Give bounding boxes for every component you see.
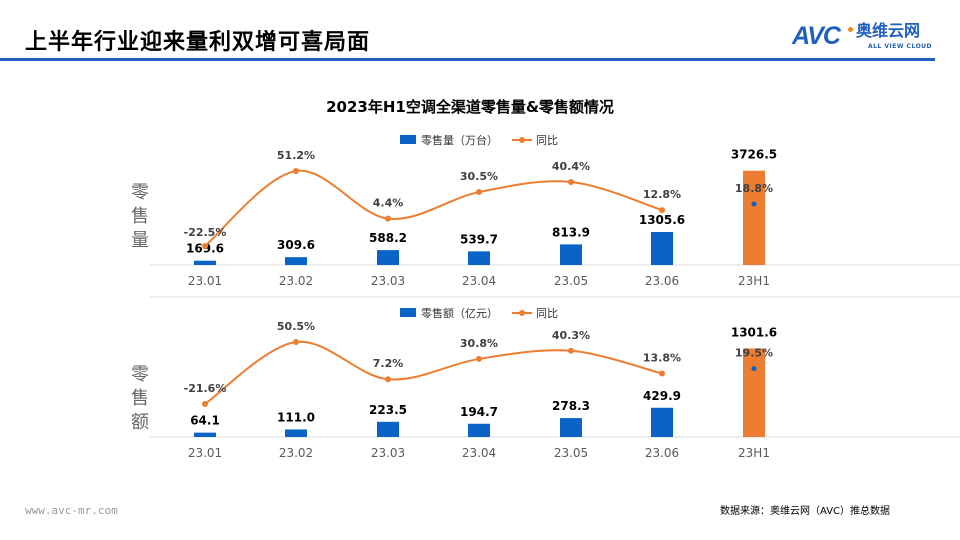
yoy-label: 7.2% [373,357,404,370]
yoy-point-23H1 [751,201,757,207]
bar-23.01 [194,432,216,437]
bar-23.06 [651,231,673,265]
yoy-label: 40.4% [552,160,590,173]
yoy-label: 30.8% [460,337,498,350]
yoy-point-23.06 [659,207,665,214]
y-axis-label: 售 [131,206,149,227]
bar-23.03 [377,250,399,265]
x-tick-label: 23.05 [554,446,588,460]
bar-23H1 [743,348,765,437]
yoy-line [204,340,663,405]
bar-23.02 [285,257,307,265]
x-tick-label: 23H1 [738,446,770,460]
yoy-label: 4.4% [373,197,404,210]
data-source: 数据来源：奥维云网（AVC）推总数据 [720,506,891,517]
bar-value-label: 588.2 [369,231,407,245]
yoy-point-23.04 [476,355,482,362]
x-tick-label: 23.04 [462,274,496,288]
yoy-point-23.01 [202,243,208,249]
logo-mark: AVC [792,22,841,50]
bar-value-label: 1305.6 [639,213,685,227]
yoy-label: -22.5% [184,226,227,239]
x-tick-label: 23.02 [279,274,313,288]
bar-value-label: 278.3 [552,399,590,413]
x-tick-label: 23.06 [645,274,679,288]
bar-value-label: 64.1 [190,414,220,428]
legend-bar-label: 零售额（亿元） [421,306,498,320]
yoy-label: 13.8% [643,352,681,365]
header-divider [0,58,935,61]
legend-line-marker [519,310,525,316]
x-tick-label: 23.01 [188,446,222,460]
footer-url[interactable]: www.avc-mr.com [25,504,118,517]
yoy-point-23.02 [293,338,299,345]
y-axis-label: 量 [131,230,149,251]
legend-line-marker [519,137,525,143]
yoy-point-23H1 [751,366,757,372]
bar-value-label: 309.6 [277,238,315,252]
yoy-label: 30.5% [460,170,498,183]
x-tick-label: 23.04 [462,446,496,460]
yoy-label: 51.2% [277,149,315,162]
yoy-point-23.01 [202,401,208,407]
x-tick-label: 23.03 [371,446,405,460]
bar-23.05 [560,244,582,265]
yoy-label: 50.5% [277,320,315,333]
bar-23H1 [743,170,765,265]
legend-bar-label: 零售量（万台） [421,133,498,147]
page-title: 上半年行业迎来量利双增可喜局面 [25,30,371,55]
chart-title: 2023年H1空调全渠道零售量&零售额情况 [326,98,614,116]
bar-value-label: 223.5 [369,403,407,417]
yoy-point-23.06 [659,370,665,377]
bar-23.04 [468,423,490,437]
x-tick-label: 23.05 [554,274,588,288]
yoy-point-23.05 [568,178,574,185]
bar-23.03 [377,421,399,437]
x-tick-label: 23.01 [188,274,222,288]
bar-23.05 [560,418,582,437]
yoy-label: 18.8% [735,182,773,195]
bar-23.06 [651,407,673,437]
yoy-point-23.03 [385,376,391,383]
legend-bar-swatch [400,135,416,144]
yoy-line [204,169,663,247]
bar-value-label: 539.7 [460,232,498,246]
x-tick-label: 23H1 [738,274,770,288]
yoy-point-23.03 [385,215,391,222]
yoy-point-23.02 [293,167,299,174]
bar-value-label: 813.9 [552,225,590,239]
logo-en: ALL VIEW CLOUD [868,43,933,50]
legend-line-label: 同比 [536,134,558,147]
x-tick-label: 23.02 [279,446,313,460]
y-axis-label: 额 [131,412,149,433]
bar-23.02 [285,429,307,437]
bar-value-label: 194.7 [460,405,498,419]
y-axis-label: 零 [131,182,149,203]
yoy-point-23.04 [476,189,482,196]
bar-value-label: 1301.6 [731,325,777,339]
yoy-label: 12.8% [643,188,681,201]
avc-logo: AVC 奥维云网 ALL VIEW CLOUD [792,22,942,52]
yoy-label: 19.5% [735,347,773,360]
bar-23.04 [468,251,490,265]
x-tick-label: 23.06 [645,446,679,460]
legend-bar-swatch [400,308,416,317]
y-axis-label: 售 [131,388,149,409]
bar-value-label: 3726.5 [731,148,777,162]
yoy-label: 40.3% [552,329,590,342]
yoy-point-23.05 [568,347,574,354]
logo-cn: 奥维云网 [856,21,921,40]
legend-line-label: 同比 [536,307,558,320]
yoy-label: -21.6% [184,382,227,395]
x-tick-label: 23.03 [371,274,405,288]
bar-23.01 [194,260,216,265]
y-axis-label: 零 [131,364,149,385]
logo-dot-icon [848,27,853,32]
bar-value-label: 111.0 [277,410,315,424]
bar-value-label: 429.9 [643,389,681,403]
